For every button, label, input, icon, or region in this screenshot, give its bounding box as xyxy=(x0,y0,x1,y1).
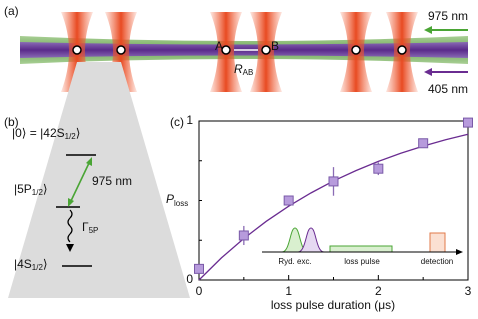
inset-label: Ryd. exc. xyxy=(278,257,311,266)
distance-label: RAB xyxy=(234,62,253,77)
beam-label: 975 nm xyxy=(428,9,468,23)
y-tick-label: 0 xyxy=(186,272,193,286)
symbol: R xyxy=(234,62,243,76)
level: |5P xyxy=(14,182,32,196)
subscript: 1/2 xyxy=(32,188,44,197)
symbol: Γ xyxy=(82,220,89,234)
arrow-head xyxy=(456,249,463,255)
inset: Ryd. exc. loss pulse detection xyxy=(258,227,466,268)
arrow-head xyxy=(68,157,92,207)
level: ⟩ xyxy=(76,126,81,140)
atom xyxy=(261,45,271,55)
panel-label: (a) xyxy=(4,4,19,18)
level: ⟩ xyxy=(43,182,48,196)
inset-label: detection xyxy=(421,257,453,266)
y-axis-label: Ploss xyxy=(166,192,188,208)
arrow-head xyxy=(424,68,432,76)
subscript: 5P xyxy=(89,226,99,235)
arrow-head xyxy=(66,244,74,252)
arrow-head xyxy=(424,26,432,34)
zoom-region xyxy=(8,62,190,298)
beam-label: 405 nm xyxy=(428,82,468,96)
subscript: 1/2 xyxy=(32,263,44,272)
level: |0⟩ = |42S xyxy=(12,126,65,140)
subscript: AB xyxy=(243,68,254,77)
transition-label: 975 nm xyxy=(92,174,132,188)
pulse xyxy=(329,245,393,253)
x-axis-label: loss pulse duration (μs) xyxy=(271,298,395,312)
data-point xyxy=(463,117,473,128)
data-point xyxy=(328,176,339,187)
panel-label: (c) xyxy=(170,115,184,129)
x-tick-label: 0 xyxy=(196,284,203,298)
data-point xyxy=(238,230,249,241)
inset-label: loss pulse xyxy=(344,257,380,266)
subscript: 1/2 xyxy=(65,132,77,141)
x-tick-label: 3 xyxy=(465,284,472,298)
level: |4S xyxy=(14,257,32,271)
level-label: |4S1/2⟩ xyxy=(14,257,48,272)
decay-label: Γ5P xyxy=(82,220,98,235)
level-label: |5P1/2⟩ xyxy=(14,182,48,197)
level-label: |0⟩ = |42S1/2⟩ xyxy=(12,126,80,141)
pulse xyxy=(429,232,446,253)
x-tick-label: 1 xyxy=(285,284,292,298)
atom-label: B xyxy=(271,39,279,53)
atom xyxy=(351,45,361,55)
data-point xyxy=(418,138,429,149)
subscript: loss xyxy=(174,199,188,208)
atom xyxy=(116,45,126,55)
transition-arrow xyxy=(69,160,91,204)
pulse xyxy=(297,227,325,253)
y-tick-label: 1 xyxy=(186,113,193,127)
x-tick-label: 2 xyxy=(375,284,382,298)
data-point xyxy=(373,163,384,174)
atom xyxy=(221,45,231,55)
atom xyxy=(397,45,407,55)
decay-arrow xyxy=(67,209,73,243)
atom xyxy=(72,45,82,55)
panel-label: (b) xyxy=(4,115,19,129)
symbol: P xyxy=(166,192,174,206)
data-point xyxy=(194,263,204,274)
atom-label: A xyxy=(215,39,223,53)
level: ⟩ xyxy=(43,257,48,271)
data-point xyxy=(283,195,294,206)
